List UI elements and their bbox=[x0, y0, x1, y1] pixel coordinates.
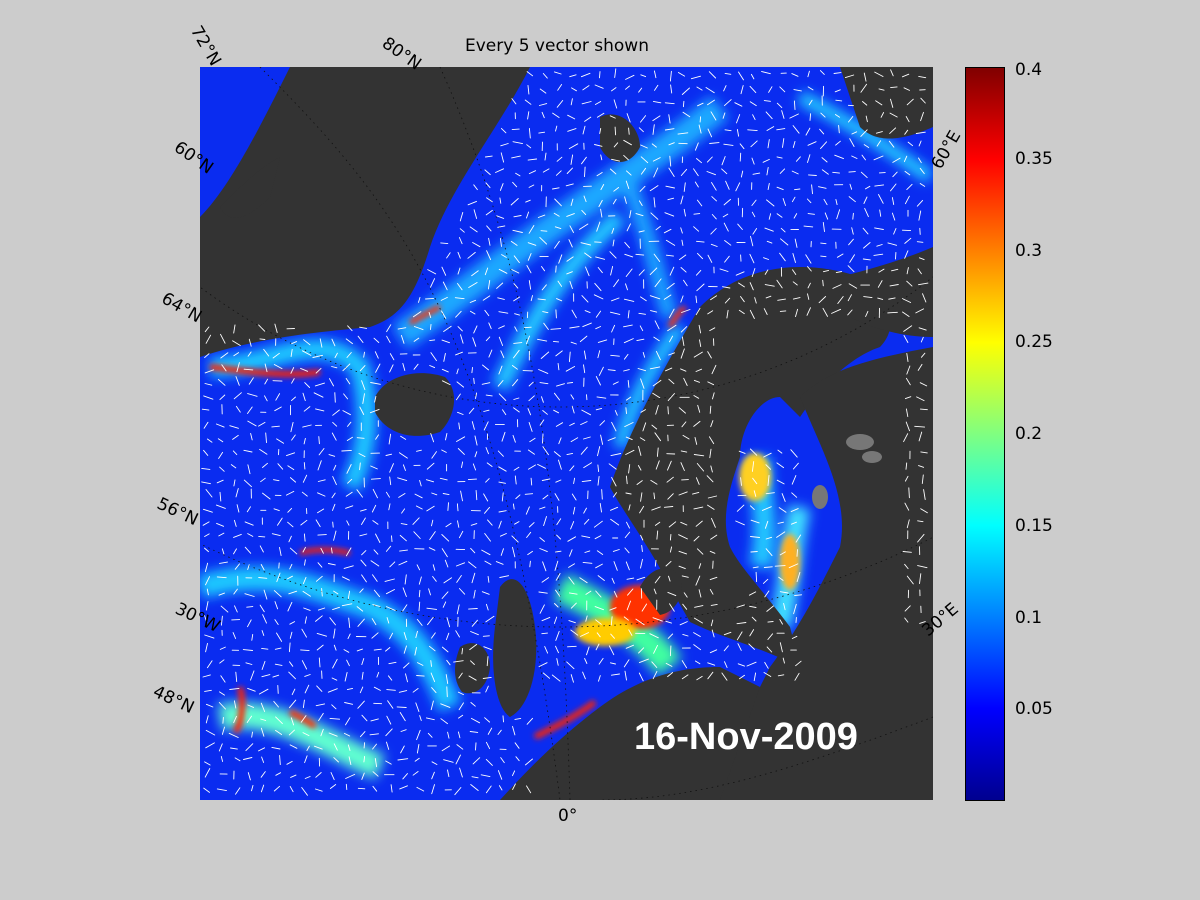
lat-label-56n: 56°N bbox=[153, 493, 202, 531]
greenland-east-coast bbox=[220, 157, 280, 218]
velocity-vectors bbox=[201, 68, 929, 796]
colorbar-tick-label: 0.15 bbox=[1015, 515, 1053, 536]
lat-label-64n: 64°N bbox=[157, 288, 205, 328]
graticule bbox=[200, 67, 933, 800]
colorbar-tick-label: 0.05 bbox=[1015, 699, 1053, 720]
colorbar bbox=[965, 67, 1005, 801]
colorbar-tick-label: 0.3 bbox=[1015, 240, 1043, 261]
kola-peninsula bbox=[840, 247, 933, 337]
ocean-current-map bbox=[200, 67, 933, 800]
lat-label-72n: 72°N bbox=[186, 22, 225, 70]
colorbar-tick-label: 0.4 bbox=[1015, 60, 1043, 80]
svalbard bbox=[600, 114, 640, 162]
colorbar-tick-label: 0.2 bbox=[1015, 424, 1043, 444]
novaya-zemlya bbox=[840, 67, 933, 139]
jutland bbox=[640, 568, 682, 615]
ireland bbox=[455, 643, 490, 694]
iceland bbox=[375, 373, 455, 436]
lon-label-0: 0° bbox=[558, 806, 578, 826]
lon-label-60e: 60°E bbox=[927, 127, 966, 173]
plot-title: Every 5 vector shown bbox=[465, 36, 649, 56]
date-label: 16-Nov-2009 bbox=[634, 716, 858, 758]
colorbar-tick-label: 0.25 bbox=[1015, 332, 1053, 353]
colorbar-tick-label: 0.1 bbox=[1015, 607, 1043, 628]
continental-europe bbox=[500, 667, 760, 800]
british-isles bbox=[493, 579, 537, 717]
colorbar-tick-label: 0.35 bbox=[1015, 148, 1053, 169]
greenland bbox=[200, 67, 530, 357]
lakes bbox=[812, 434, 882, 509]
lat-label-48n: 48°N bbox=[149, 681, 198, 719]
